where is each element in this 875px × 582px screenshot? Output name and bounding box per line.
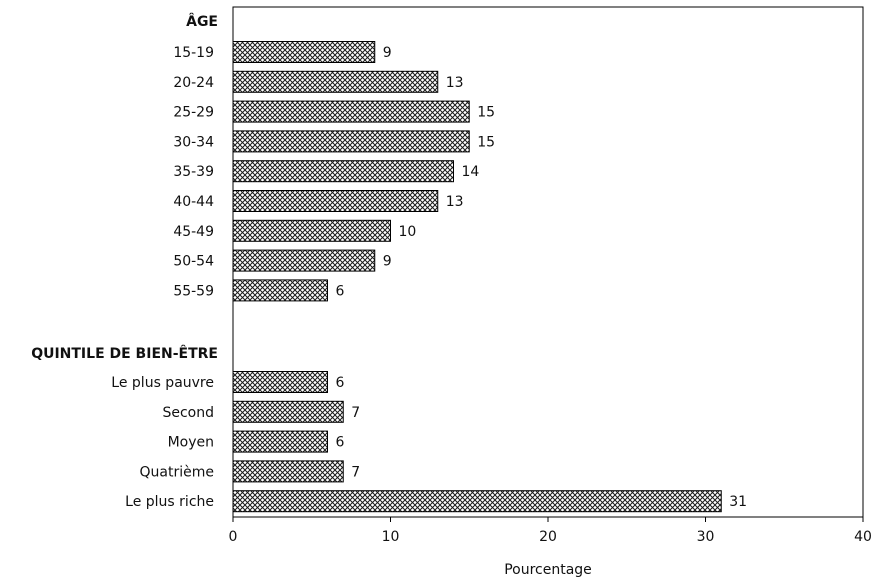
value-label: 13 xyxy=(446,75,464,91)
value-label: 9 xyxy=(383,254,392,270)
x-tick-label: 10 xyxy=(382,529,400,545)
value-label: 31 xyxy=(729,494,747,510)
bar xyxy=(232,460,344,483)
category-label: Le plus pauvre xyxy=(111,375,214,391)
bar xyxy=(232,400,344,423)
category-label: Le plus riche xyxy=(125,494,214,510)
bar xyxy=(232,371,328,393)
category-label: 55-59 xyxy=(173,283,214,299)
x-tick-label: 40 xyxy=(854,529,872,545)
value-label: 10 xyxy=(399,224,417,240)
bar xyxy=(232,430,328,453)
category-label: Moyen xyxy=(168,435,214,451)
bar xyxy=(232,160,454,183)
bar xyxy=(232,279,328,302)
value-label: 15 xyxy=(477,105,495,121)
x-axis-title: Pourcentage xyxy=(504,562,592,578)
x-tick-label: 0 xyxy=(229,529,238,545)
bar xyxy=(232,490,722,513)
bar xyxy=(232,70,439,93)
bar xyxy=(232,219,391,242)
category-label: 50-54 xyxy=(173,254,214,270)
bar xyxy=(232,130,470,153)
category-label: 25-29 xyxy=(173,105,214,121)
bar xyxy=(232,41,376,63)
category-label: 15-19 xyxy=(173,45,214,61)
bar xyxy=(232,249,376,272)
x-tick-label: 30 xyxy=(697,529,715,545)
value-label: 13 xyxy=(446,194,464,210)
value-label: 6 xyxy=(336,435,345,451)
category-label: 40-44 xyxy=(173,194,214,210)
bar xyxy=(232,100,470,123)
value-label: 9 xyxy=(383,45,392,61)
bar xyxy=(232,190,439,212)
value-label: 6 xyxy=(336,375,345,391)
value-label: 7 xyxy=(351,405,360,421)
group-header: QUINTILE DE BIEN-ÊTRE xyxy=(31,345,218,362)
category-label: 45-49 xyxy=(173,224,214,240)
category-label: 20-24 xyxy=(173,75,214,91)
group-header: ÂGE xyxy=(186,13,218,30)
value-label: 6 xyxy=(336,283,345,299)
category-label: Quatrième xyxy=(140,464,214,480)
value-label: 7 xyxy=(351,464,360,480)
category-label: 35-39 xyxy=(173,164,214,180)
value-label: 15 xyxy=(477,134,495,150)
category-label: 30-34 xyxy=(173,134,214,150)
x-tick-label: 20 xyxy=(539,529,557,545)
category-label: Second xyxy=(162,405,214,421)
value-label: 14 xyxy=(462,164,480,180)
